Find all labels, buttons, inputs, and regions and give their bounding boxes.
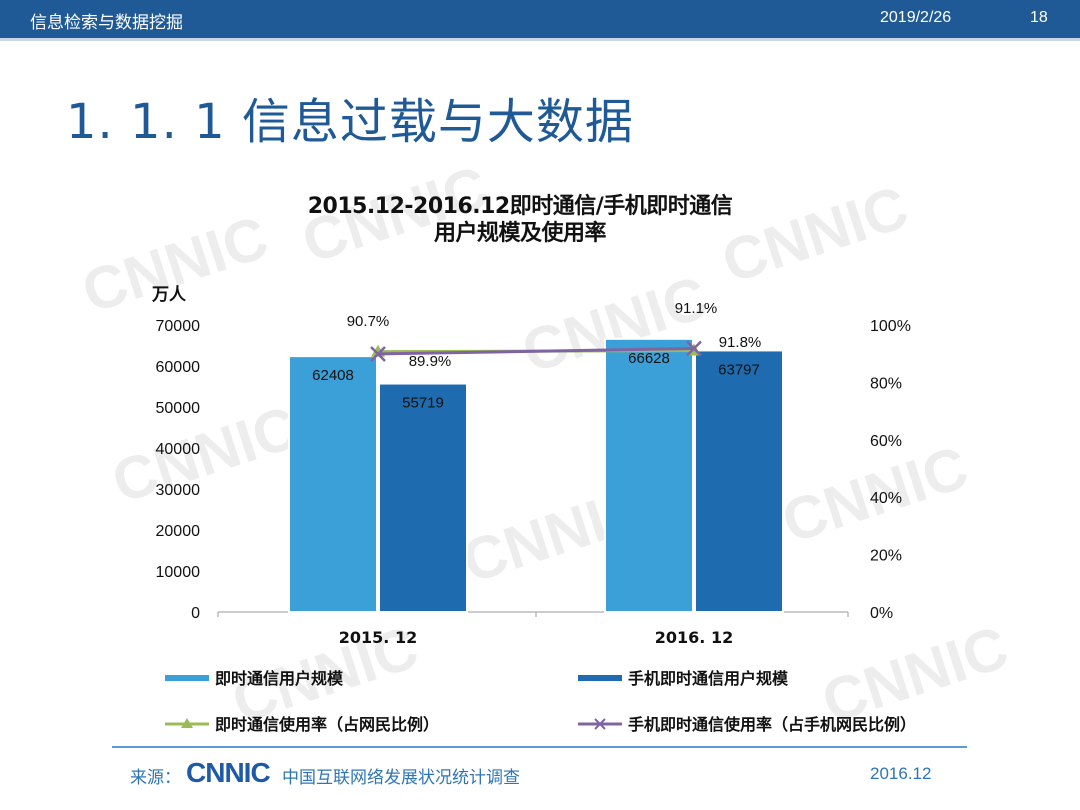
- x-category-label: 2015. 12: [339, 628, 417, 647]
- y-right-tick-label: 0%: [870, 605, 893, 622]
- y-left-unit: 万人: [151, 285, 187, 305]
- y-left-tick-label: 60000: [156, 359, 201, 376]
- rate-value-label: 91.8%: [719, 334, 762, 351]
- line-mobile-im-usage-rate: [377, 347, 695, 356]
- header-bar: 信息检索与数据挖掘 2019/2/26 18: [0, 0, 1080, 41]
- legend-label: 即时通信用户规模: [215, 669, 344, 688]
- x-category-label: 2016. 12: [655, 628, 733, 647]
- y-right-tick-label: 40%: [870, 490, 902, 507]
- header-date: 2019/2/26: [880, 9, 952, 26]
- bar-mobile-im-users: [378, 382, 468, 613]
- y-right-tick-label: 60%: [870, 433, 902, 450]
- bar-im-users: [288, 355, 378, 613]
- y-left-tick-label: 70000: [156, 318, 201, 335]
- footer-source-label: 来源：: [130, 768, 181, 788]
- rate-value-label: 91.1%: [675, 300, 718, 317]
- chart-title-line1: 2015.12-2016.12即时通信/手机即时通信: [307, 194, 733, 219]
- cnnic-logo: CNNIC: [186, 757, 271, 788]
- line-marker-x: [686, 340, 702, 357]
- chart-title: 2015.12-2016.12即时通信/手机即时通信 用户规模及使用率: [240, 193, 800, 247]
- y-left-tick-label: 50000: [156, 400, 201, 417]
- footer-divider: [112, 746, 967, 748]
- rate-value-label: 90.7%: [347, 313, 390, 330]
- slide-title: 1. 1. 1 信息过载与大数据: [66, 94, 634, 150]
- legend-marker-x: [594, 718, 606, 730]
- legend-marker-triangle: [181, 718, 193, 728]
- y-right-tick-label: 20%: [870, 548, 902, 565]
- legend-swatch: [165, 675, 209, 681]
- line-marker-x: [370, 346, 386, 362]
- bar-value-label: 63797: [718, 361, 760, 378]
- y-left-tick-label: 20000: [156, 523, 201, 540]
- y-right-tick-label: 100%: [870, 318, 911, 335]
- y-left-tick-label: 10000: [156, 564, 201, 581]
- y-right-tick-label: 80%: [870, 375, 902, 392]
- legend-label: 即时通信使用率（占网民比例）: [215, 715, 439, 734]
- course-title: 信息检索与数据挖掘: [30, 13, 183, 33]
- page-number: 18: [1030, 9, 1048, 26]
- bar-value-label: 55719: [402, 395, 444, 412]
- bar-value-label: 66628: [628, 350, 670, 367]
- legend-label: 手机即时通信用户规模: [628, 669, 789, 688]
- bar-value-label: 62408: [312, 367, 354, 384]
- y-left-tick-label: 0: [191, 605, 200, 622]
- rate-value-label: 89.9%: [409, 353, 452, 370]
- legend-swatch: [578, 675, 622, 681]
- legend-label: 手机即时通信使用率（占手机网民比例）: [628, 715, 916, 734]
- bar-im-users: [604, 337, 694, 613]
- footer-org: 中国互联网络发展状况统计调查: [282, 768, 520, 788]
- footer-date: 2016.12: [870, 764, 932, 783]
- bar-mobile-im-users: [694, 349, 784, 613]
- y-left-tick-label: 30000: [156, 482, 201, 499]
- chart-title-line2: 用户规模及使用率: [433, 221, 607, 246]
- y-left-tick-label: 40000: [156, 441, 201, 458]
